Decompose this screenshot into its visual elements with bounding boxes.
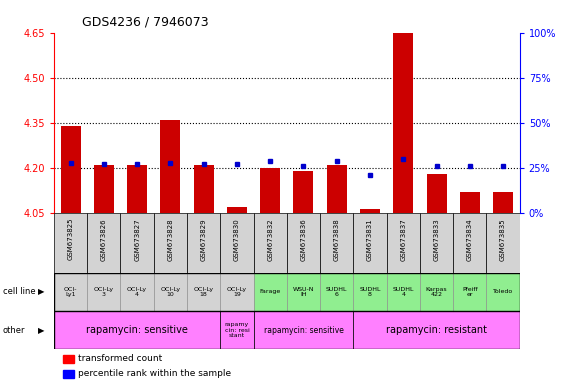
- Bar: [320, 213, 353, 273]
- Bar: [187, 213, 220, 273]
- Text: GSM673829: GSM673829: [201, 218, 207, 260]
- Text: GSM673834: GSM673834: [467, 218, 473, 260]
- Text: OCI-Ly
19: OCI-Ly 19: [227, 286, 247, 297]
- Text: other: other: [3, 326, 26, 335]
- Bar: [87, 273, 120, 311]
- Text: GSM673838: GSM673838: [334, 218, 340, 261]
- Text: OCI-Ly
10: OCI-Ly 10: [160, 286, 181, 297]
- Text: GSM673832: GSM673832: [267, 218, 273, 260]
- Text: SUDHL
4: SUDHL 4: [392, 286, 414, 297]
- Text: rapamycin: sensitive: rapamycin: sensitive: [86, 325, 188, 335]
- Text: rapamycin: sensitive: rapamycin: sensitive: [264, 326, 344, 335]
- Text: WSU-N
IH: WSU-N IH: [293, 286, 314, 297]
- Bar: [220, 213, 253, 273]
- Text: percentile rank within the sample: percentile rank within the sample: [78, 369, 231, 379]
- Text: OCI-Ly
4: OCI-Ly 4: [127, 286, 147, 297]
- Bar: [460, 192, 480, 213]
- Text: Toledo: Toledo: [493, 289, 513, 295]
- Bar: [227, 207, 247, 213]
- Text: ▶: ▶: [38, 326, 45, 335]
- Text: GSM673830: GSM673830: [234, 218, 240, 261]
- Text: OCI-
Ly1: OCI- Ly1: [64, 286, 77, 297]
- Text: Farage: Farage: [260, 289, 281, 295]
- Text: ▶: ▶: [38, 287, 45, 296]
- Bar: [320, 273, 353, 311]
- Text: transformed count: transformed count: [78, 354, 162, 363]
- Bar: [154, 213, 187, 273]
- Text: GSM673833: GSM673833: [433, 218, 440, 261]
- Bar: [420, 213, 453, 273]
- Text: GSM673835: GSM673835: [500, 218, 506, 260]
- Text: GDS4236 / 7946073: GDS4236 / 7946073: [82, 16, 209, 29]
- Bar: [61, 126, 81, 213]
- Bar: [63, 370, 73, 378]
- Bar: [387, 273, 420, 311]
- Bar: [160, 120, 181, 213]
- Bar: [327, 165, 346, 213]
- Text: GSM673825: GSM673825: [68, 218, 74, 260]
- Text: OCI-Ly
18: OCI-Ly 18: [194, 286, 214, 297]
- Bar: [120, 273, 154, 311]
- Text: cell line: cell line: [3, 287, 35, 296]
- Bar: [453, 213, 486, 273]
- Bar: [493, 192, 513, 213]
- Bar: [253, 273, 287, 311]
- Bar: [120, 213, 154, 273]
- Text: GSM673831: GSM673831: [367, 218, 373, 261]
- Bar: [453, 273, 486, 311]
- Text: SUDHL
8: SUDHL 8: [360, 286, 381, 297]
- Text: GSM673826: GSM673826: [101, 218, 107, 260]
- Bar: [360, 209, 380, 213]
- Text: Pfeiff
er: Pfeiff er: [462, 286, 478, 297]
- Bar: [54, 311, 220, 349]
- Bar: [353, 273, 387, 311]
- Text: rapamy
cin: resi
stant: rapamy cin: resi stant: [224, 322, 249, 338]
- Bar: [63, 355, 73, 362]
- Bar: [427, 174, 446, 213]
- Bar: [260, 168, 280, 213]
- Text: SUDHL
6: SUDHL 6: [326, 286, 348, 297]
- Bar: [127, 165, 147, 213]
- Bar: [187, 273, 220, 311]
- Text: OCI-Ly
3: OCI-Ly 3: [94, 286, 114, 297]
- Bar: [294, 171, 314, 213]
- Text: GSM673837: GSM673837: [400, 218, 406, 261]
- Bar: [420, 273, 453, 311]
- Text: GSM673827: GSM673827: [134, 218, 140, 260]
- Bar: [353, 213, 387, 273]
- Bar: [87, 213, 120, 273]
- Bar: [154, 273, 187, 311]
- Text: rapamycin: resistant: rapamycin: resistant: [386, 325, 487, 335]
- Bar: [54, 273, 87, 311]
- Bar: [253, 311, 353, 349]
- Bar: [194, 165, 214, 213]
- Bar: [94, 165, 114, 213]
- Bar: [287, 213, 320, 273]
- Bar: [220, 311, 253, 349]
- Bar: [253, 213, 287, 273]
- Text: GSM673836: GSM673836: [300, 218, 307, 261]
- Bar: [387, 213, 420, 273]
- Bar: [220, 273, 253, 311]
- Text: Karpas
422: Karpas 422: [426, 286, 448, 297]
- Bar: [353, 311, 520, 349]
- Bar: [393, 33, 414, 213]
- Bar: [287, 273, 320, 311]
- Bar: [54, 213, 87, 273]
- Bar: [486, 213, 520, 273]
- Text: GSM673828: GSM673828: [168, 218, 173, 260]
- Bar: [486, 273, 520, 311]
